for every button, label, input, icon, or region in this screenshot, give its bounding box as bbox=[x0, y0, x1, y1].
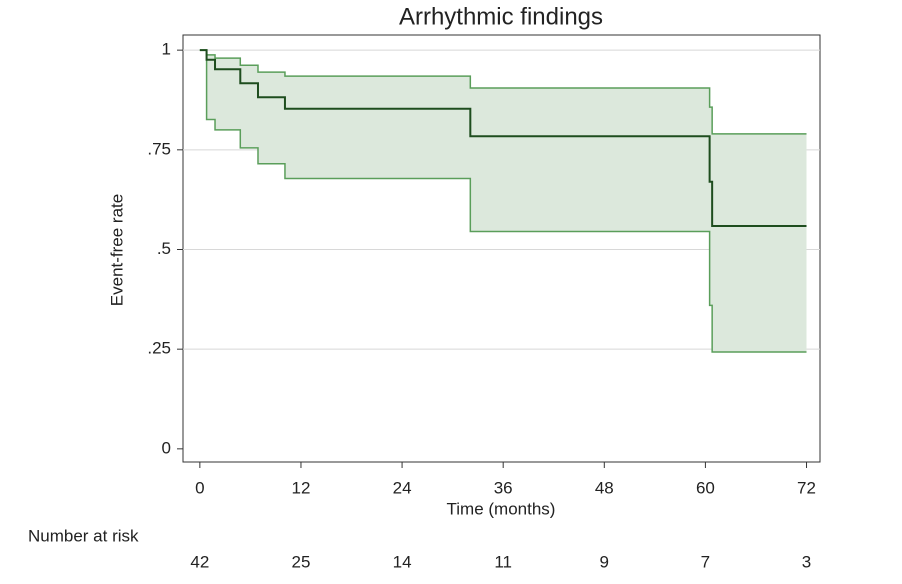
x-tick-label: 48 bbox=[595, 478, 614, 497]
risk-count: 7 bbox=[701, 552, 710, 571]
x-tick-label: 12 bbox=[292, 478, 311, 497]
risk-count: 42 bbox=[190, 552, 209, 571]
x-tick-label: 0 bbox=[195, 478, 204, 497]
y-tick-label: .5 bbox=[157, 239, 171, 258]
x-axis-label: Time (months) bbox=[447, 499, 556, 518]
x-tick-label: 36 bbox=[494, 478, 513, 497]
y-tick-label: 0 bbox=[162, 438, 171, 457]
risk-count: 3 bbox=[802, 552, 811, 571]
x-tick-label: 72 bbox=[797, 478, 816, 497]
risk-count: 25 bbox=[292, 552, 311, 571]
x-tick-label: 24 bbox=[393, 478, 412, 497]
y-tick-label: .75 bbox=[147, 139, 171, 158]
plot-frame bbox=[182, 34, 821, 463]
ci-upper bbox=[199, 49, 807, 135]
survival-line bbox=[199, 49, 807, 227]
risk-table-title: Number at risk bbox=[28, 526, 139, 545]
confidence-band bbox=[199, 50, 807, 352]
risk-count: 9 bbox=[600, 552, 609, 571]
ci-lower bbox=[199, 49, 807, 353]
chart-title: Arrhythmic findings bbox=[399, 3, 603, 30]
y-tick-label: 1 bbox=[162, 40, 171, 59]
y-axis-label: Event-free rate bbox=[107, 194, 126, 306]
x-tick-label: 60 bbox=[696, 478, 715, 497]
risk-count: 11 bbox=[494, 552, 512, 571]
risk-count: 14 bbox=[393, 552, 412, 571]
y-tick-label: .25 bbox=[147, 339, 171, 358]
